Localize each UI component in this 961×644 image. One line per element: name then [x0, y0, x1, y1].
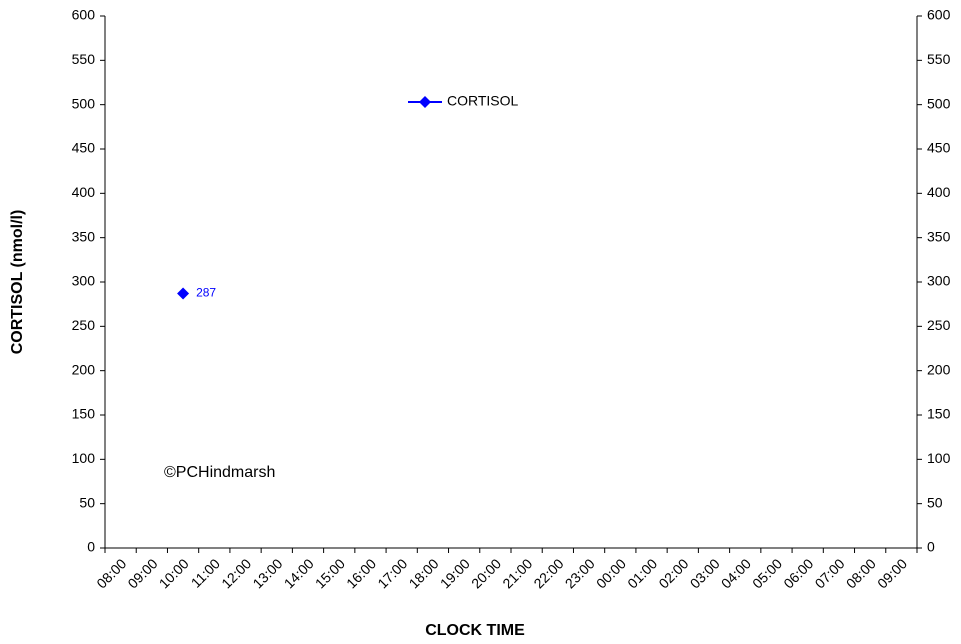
x-tick-label: 06:00 — [780, 555, 816, 591]
x-tick-label: 08:00 — [93, 555, 129, 591]
x-tick-label: 15:00 — [312, 555, 348, 591]
x-tick-label: 18:00 — [406, 555, 442, 591]
data-label: 287 — [196, 286, 216, 300]
y-axis-title: CORTISOL (nmol/l) — [9, 210, 26, 355]
y-tick-label: 400 — [72, 184, 96, 200]
point-marker — [177, 287, 190, 300]
y-tick-label: 450 — [72, 140, 96, 156]
x-tick-label: 03:00 — [687, 555, 723, 591]
legend-label: CORTISOL — [447, 93, 519, 109]
x-tick-label: 22:00 — [530, 555, 566, 591]
x-tick-label: 07:00 — [812, 555, 848, 591]
y-tick-label: 100 — [72, 450, 96, 466]
y2-tick-label: 500 — [927, 95, 951, 111]
y2-tick-label: 600 — [927, 7, 951, 23]
y-tick-label: 0 — [87, 539, 95, 555]
x-tick-label: 08:00 — [843, 555, 879, 591]
y2-tick-label: 350 — [927, 228, 951, 244]
y2-tick-label: 200 — [927, 361, 951, 377]
x-tick-label: 12:00 — [218, 555, 254, 591]
y-tick-label: 300 — [72, 273, 96, 289]
y2-tick-label: 150 — [927, 406, 951, 422]
x-tick-label: 02:00 — [655, 555, 691, 591]
x-tick-label: 14:00 — [281, 555, 317, 591]
y-tick-label: 250 — [72, 317, 96, 333]
x-axis-title: CLOCK TIME — [425, 622, 525, 639]
x-tick-label: 01:00 — [624, 555, 660, 591]
y-tick-label: 600 — [72, 7, 96, 23]
y2-tick-label: 50 — [927, 494, 943, 510]
x-tick-label: 04:00 — [718, 555, 754, 591]
x-tick-label: 16:00 — [343, 555, 379, 591]
x-tick-label: 09:00 — [124, 555, 160, 591]
y2-tick-label: 250 — [927, 317, 951, 333]
x-tick-label: 20:00 — [468, 555, 504, 591]
y-tick-label: 200 — [72, 361, 96, 377]
x-tick-label: 10:00 — [156, 555, 192, 591]
y2-tick-label: 0 — [927, 539, 935, 555]
x-tick-label: 05:00 — [749, 555, 785, 591]
x-tick-label: 13:00 — [249, 555, 285, 591]
y2-tick-label: 300 — [927, 273, 951, 289]
x-tick-label: 17:00 — [374, 555, 410, 591]
annotation: ©PCHindmarsh — [164, 464, 275, 481]
y-tick-label: 150 — [72, 406, 96, 422]
y2-tick-label: 450 — [927, 140, 951, 156]
y-tick-label: 350 — [72, 228, 96, 244]
y2-tick-label: 100 — [927, 450, 951, 466]
x-tick-label: 00:00 — [593, 555, 629, 591]
x-tick-label: 23:00 — [562, 555, 598, 591]
x-tick-label: 09:00 — [874, 555, 910, 591]
y-tick-label: 550 — [72, 51, 96, 67]
y2-tick-label: 550 — [927, 51, 951, 67]
y2-tick-label: 400 — [927, 184, 951, 200]
y-tick-label: 50 — [79, 494, 95, 510]
y-tick-label: 500 — [72, 95, 96, 111]
x-tick-label: 21:00 — [499, 555, 535, 591]
x-tick-label: 19:00 — [437, 555, 473, 591]
x-tick-label: 11:00 — [188, 555, 224, 591]
legend-marker — [419, 96, 431, 108]
